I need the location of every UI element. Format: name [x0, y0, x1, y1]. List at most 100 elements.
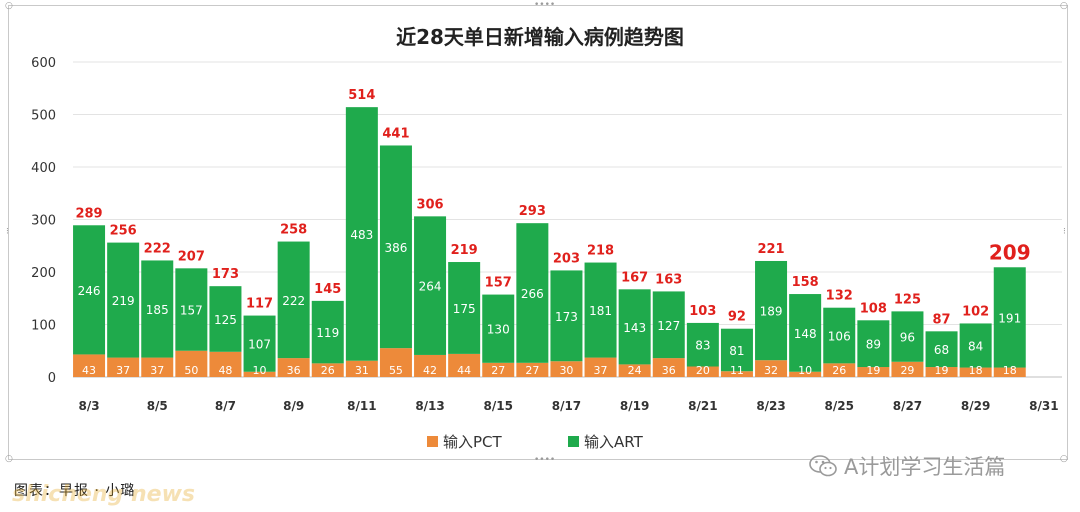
bar-art — [345, 107, 378, 361]
data-label-total: 306 — [416, 197, 443, 212]
y-tick-label: 600 — [31, 56, 56, 71]
data-label-art: 157 — [180, 304, 203, 318]
resize-handle-bottomleft-icon[interactable]: ○ — [5, 454, 13, 464]
bar-pct — [652, 358, 685, 377]
data-label-total: 173 — [212, 267, 239, 282]
bar-art — [379, 145, 412, 349]
data-label-pct: 29 — [900, 364, 914, 377]
data-label-total: 289 — [75, 206, 102, 221]
data-label-art: 189 — [760, 305, 783, 319]
x-tick-label: 8/11 — [347, 399, 376, 413]
bar-art — [925, 331, 958, 368]
bar-art — [175, 268, 208, 351]
bar-pct — [891, 361, 924, 377]
data-label-art: 191 — [998, 311, 1021, 325]
resize-handle-bottom-icon[interactable]: •••• — [534, 455, 556, 465]
bar-pct — [311, 363, 344, 377]
resize-handle-right-icon[interactable]: ⁝ — [1063, 227, 1066, 237]
bar-pct — [379, 348, 412, 377]
data-label-pct: 26 — [321, 364, 335, 377]
data-label-art: 222 — [282, 294, 305, 308]
resize-handle-bottomright-icon[interactable]: ○ — [1060, 454, 1068, 464]
data-label-total: 514 — [348, 88, 375, 103]
data-label-art: 175 — [453, 302, 476, 316]
bar-art — [959, 323, 992, 368]
bar-pct — [789, 371, 822, 377]
data-label-total: 203 — [553, 251, 580, 266]
data-label-total: 219 — [451, 243, 478, 258]
x-tick-label: 8/19 — [620, 399, 649, 413]
data-label-art: 127 — [657, 319, 680, 333]
bar-pct — [107, 357, 140, 377]
bar-art — [107, 242, 140, 358]
data-label-pct: 26 — [832, 364, 846, 377]
data-label-total: 125 — [894, 292, 921, 307]
bars-group: 43 246 289 37 219 256 37 185 222 50 157 207 48 125 173… — [73, 88, 1031, 377]
data-label-art: 148 — [794, 327, 817, 341]
data-label-pct: 36 — [287, 364, 301, 377]
x-tick-label: 8/7 — [215, 399, 236, 413]
data-label-total: 293 — [519, 204, 546, 219]
bar-art — [823, 307, 856, 364]
legend: 输入PCT 输入ART — [427, 433, 644, 451]
y-axis-ticks: 0 100 200 300 400 500 600 — [31, 56, 56, 386]
data-label-pct: 19 — [866, 364, 880, 377]
data-label-art: 81 — [729, 344, 744, 358]
x-tick-label: 8/17 — [552, 399, 581, 413]
data-label-pct: 50 — [184, 364, 198, 377]
bar-art — [209, 286, 242, 352]
bar-art — [652, 291, 685, 359]
x-tick-label: 8/29 — [961, 399, 990, 413]
data-label-art: 125 — [214, 313, 237, 327]
data-label-total: 256 — [110, 224, 137, 239]
data-label-art: 185 — [146, 303, 169, 317]
legend-swatch — [568, 436, 579, 447]
bar-art — [414, 216, 447, 355]
resize-handle-topleft-icon[interactable]: ○ — [5, 1, 13, 11]
data-label-pct: 43 — [82, 364, 96, 377]
bar-art — [720, 328, 753, 372]
bar-pct — [73, 354, 106, 377]
data-label-total: 209 — [989, 240, 1031, 264]
data-label-pct: 42 — [423, 364, 437, 377]
legend-swatch — [427, 436, 438, 447]
resize-handle-top-icon[interactable]: •••• — [534, 0, 556, 10]
bar-art — [584, 262, 617, 358]
data-label-pct: 24 — [628, 364, 642, 377]
data-label-pct: 37 — [150, 364, 164, 377]
data-label-total: 222 — [144, 241, 171, 256]
data-label-pct: 48 — [218, 364, 232, 377]
data-label-total: 103 — [689, 304, 716, 319]
data-label-pct: 18 — [969, 364, 983, 377]
data-label-art: 181 — [589, 304, 612, 318]
bar-art — [755, 260, 788, 361]
x-tick-label: 8/5 — [147, 399, 168, 413]
data-label-pct: 30 — [559, 364, 573, 377]
bar-pct — [175, 350, 208, 377]
x-tick-label: 8/13 — [415, 399, 444, 413]
data-label-art: 119 — [316, 326, 339, 340]
data-label-art: 143 — [623, 321, 646, 335]
data-label-total: 221 — [757, 242, 784, 257]
bar-pct — [584, 357, 617, 377]
x-tick-label: 8/3 — [79, 399, 100, 413]
data-label-total: 132 — [826, 289, 853, 304]
data-label-pct: 27 — [491, 364, 505, 377]
data-label-art: 130 — [487, 323, 510, 337]
bar-pct — [618, 364, 651, 377]
data-label-total: 145 — [314, 282, 341, 297]
bar-pct — [482, 362, 515, 377]
data-label-pct: 20 — [696, 364, 710, 377]
data-label-total: 207 — [178, 249, 205, 264]
y-tick-label: 300 — [31, 214, 56, 229]
data-label-art: 68 — [934, 343, 949, 357]
data-label-pct: 32 — [764, 364, 778, 377]
resize-handle-left-icon[interactable]: ⁝ — [6, 227, 9, 237]
bar-art — [482, 294, 515, 363]
wechat-account[interactable]: A计划学习生活篇 — [808, 451, 1005, 481]
bar-art — [550, 270, 583, 362]
resize-handle-topright-icon[interactable]: ○ — [1060, 1, 1068, 11]
data-label-total: 157 — [485, 276, 512, 291]
data-label-art: 386 — [384, 241, 407, 255]
data-label-art: 107 — [248, 338, 271, 352]
